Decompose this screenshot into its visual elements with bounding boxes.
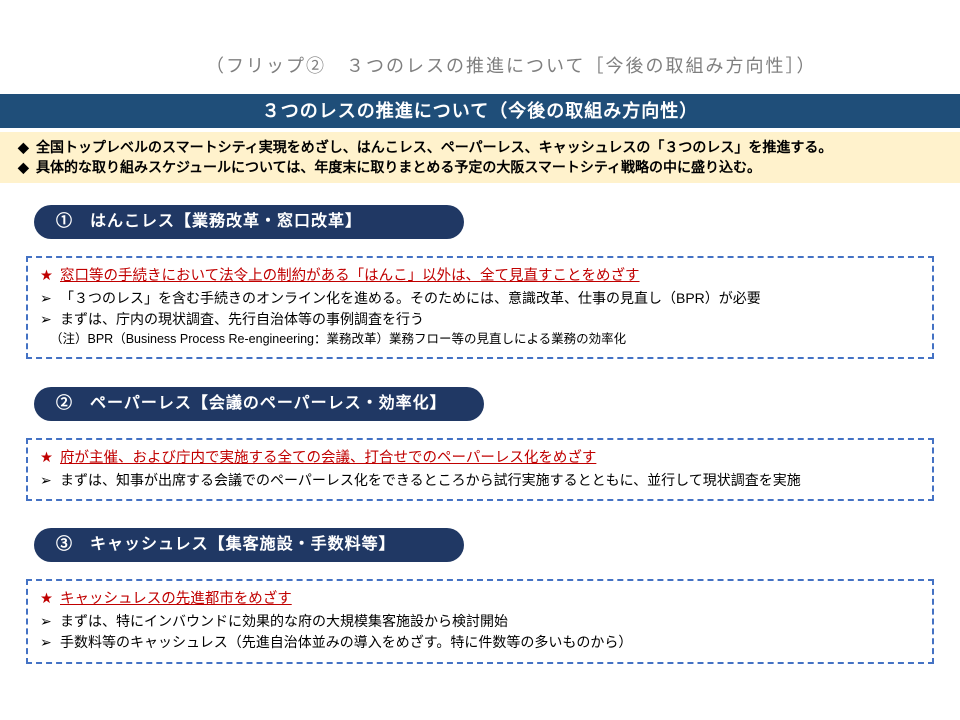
section-arrow: ➢手数料等のキャッシュレス（先進自治体並みの導入をめざす。特に件数等の多いものか… (40, 632, 920, 654)
section-arrow: ➢まずは、特にインバウンドに効果的な府の大規模集客施設から検討開始 (40, 611, 920, 633)
section-pill-2: ② ペーパーレス【会議のペーパーレス・効率化】 (34, 387, 484, 421)
section-arrow-text: まずは、特にインバウンドに効果的な府の大規模集客施設から検討開始 (60, 613, 508, 629)
flip-caption: （フリップ② ３つのレスの推進について［今後の取組み方向性］） (206, 52, 816, 78)
section-arrow-text: 手数料等のキャッシュレス（先進自治体並みの導入をめざす。特に件数等の多いものから… (60, 634, 632, 650)
summary-bullet-text: 具体的な取り組みスケジュールについては、年度末に取りまとめる予定の大阪スマートシ… (36, 159, 761, 175)
section-star: ★府が主催、および庁内で実施する全ての会議、打合せでのペーパーレス化をめざす (40, 448, 920, 470)
section-star-text: 窓口等の手続きにおいて法令上の制約がある「はんこ」以外は、全て見直すことをめざす (60, 268, 640, 284)
section-box-1: ★窓口等の手続きにおいて法令上の制約がある「はんこ」以外は、全て見直すことをめざ… (26, 256, 934, 359)
section-star: ★キャッシュレスの先進都市をめざす (40, 589, 920, 611)
section-arrow-text: 「３つのレス」を含む手続きのオンライン化を進める。そのためには、意識改革、仕事の… (60, 290, 761, 306)
summary-bullet: ◆具体的な取り組みスケジュールについては、年度末に取りまとめる予定の大阪スマート… (18, 158, 942, 178)
section-star-text: キャッシュレスの先進都市をめざす (60, 591, 292, 607)
section-pill-1: ① はんこレス【業務改革・窓口改革】 (34, 205, 464, 239)
section-star: ★窓口等の手続きにおいて法令上の制約がある「はんこ」以外は、全て見直すことをめざ… (40, 266, 920, 288)
section-note: （注）BPR（Business Process Re-engineering：業… (40, 331, 920, 349)
section-star-text: 府が主催、および庁内で実施する全ての会議、打合せでのペーパーレス化をめざす (60, 450, 596, 466)
title-bar: ３つのレスの推進について（今後の取組み方向性） (0, 94, 960, 128)
section-box-3: ★キャッシュレスの先進都市をめざす ➢まずは、特にインバウンドに効果的な府の大規… (26, 579, 934, 664)
section-box-2: ★府が主催、および庁内で実施する全ての会議、打合せでのペーパーレス化をめざす ➢… (26, 438, 934, 501)
summary-bullet-text: 全国トップレベルのスマートシティ実現をめざし、はんこレス、ペーパーレス、キャッシ… (36, 139, 832, 155)
section-arrow: ➢まずは、知事が出席する会議でのペーパーレス化をできるところから試行実施するとと… (40, 470, 920, 492)
section-arrow: ➢「３つのレス」を含む手続きのオンライン化を進める。そのためには、意識改革、仕事… (40, 288, 920, 310)
section-arrow: ➢まずは、庁内の現状調査、先行自治体等の事例調査を行う (40, 309, 920, 331)
summary-yellow-box: ◆全国トップレベルのスマートシティ実現をめざし、はんこレス、ペーパーレス、キャッ… (0, 132, 960, 183)
section-arrow-text: まずは、庁内の現状調査、先行自治体等の事例調査を行う (60, 311, 424, 327)
summary-bullet: ◆全国トップレベルのスマートシティ実現をめざし、はんこレス、ペーパーレス、キャッ… (18, 138, 942, 158)
section-pill-3: ③ キャッシュレス【集客施設・手数料等】 (34, 528, 464, 562)
section-arrow-text: まずは、知事が出席する会議でのペーパーレス化をできるところから試行実施するととも… (60, 472, 801, 488)
